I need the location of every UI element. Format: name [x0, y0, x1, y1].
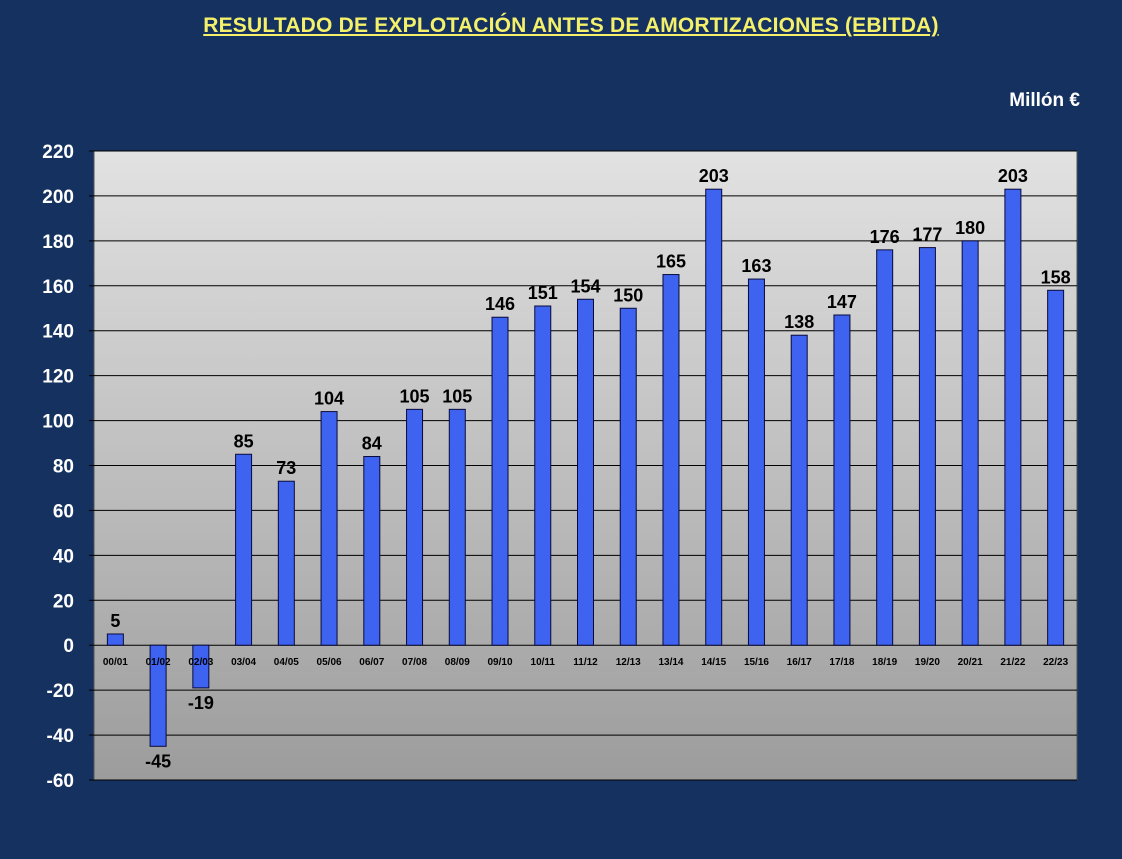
- x-tick-label: 20/21: [958, 657, 983, 668]
- y-tick-label: 140: [42, 322, 74, 343]
- x-tick-label: 06/07: [359, 657, 384, 668]
- data-label: 105: [400, 386, 430, 406]
- x-tick-label: 22/23: [1043, 657, 1068, 668]
- data-label: 138: [784, 312, 814, 332]
- x-tick-label: 11/12: [573, 657, 598, 668]
- x-tick-label: 12/13: [616, 657, 641, 668]
- bar: [577, 298, 594, 646]
- x-tick-label: 05/06: [317, 657, 342, 668]
- data-label: 84: [362, 434, 382, 454]
- bar: [1047, 289, 1065, 646]
- x-tick-label: 01/02: [146, 657, 171, 668]
- data-label: 176: [870, 227, 900, 247]
- data-label: 154: [570, 276, 600, 296]
- x-tick-label: 18/19: [872, 657, 897, 668]
- bar: [277, 480, 295, 646]
- data-label: -19: [188, 693, 214, 713]
- bar: [363, 456, 381, 646]
- x-tick-label: 19/20: [915, 657, 940, 668]
- x-tick-label: 15/16: [744, 657, 769, 668]
- data-labels: 5 -45 -19 85 73 104 84 105 105 146 151 154 150 165 203…: [110, 166, 1070, 771]
- data-label: 5: [110, 611, 120, 631]
- x-tick-label: 16/17: [787, 657, 812, 668]
- data-label: 85: [234, 431, 254, 451]
- bar: [747, 278, 765, 646]
- data-label: 146: [485, 294, 515, 314]
- y-tick-label: 20: [53, 591, 74, 612]
- bar: [406, 408, 424, 646]
- bar: [320, 411, 338, 646]
- y-tick-label: 40: [53, 546, 74, 567]
- data-label: 165: [656, 252, 686, 272]
- data-label: 147: [827, 292, 857, 312]
- bar: [235, 453, 253, 646]
- y-tick-label: -20: [47, 681, 74, 702]
- x-tick-label: 09/10: [488, 657, 513, 668]
- data-label: 203: [998, 166, 1028, 186]
- y-tick-label: 180: [42, 232, 74, 253]
- data-label: 177: [912, 225, 942, 245]
- x-axis-ticks: 00/01 01/02 02/03 03/04 04/05 05/06 06/07 07/08…: [103, 657, 1069, 668]
- data-label: 180: [955, 218, 985, 238]
- x-tick-label: 13/14: [658, 657, 683, 668]
- y-tick-label: -60: [47, 771, 74, 792]
- x-tick-label: 17/18: [829, 657, 854, 668]
- y-tick-label: 120: [42, 367, 74, 388]
- x-tick-label: 21/22: [1000, 657, 1025, 668]
- data-label: 104: [314, 389, 344, 409]
- bar: [491, 316, 509, 646]
- data-label: 163: [741, 256, 771, 276]
- x-tick-label: 08/09: [445, 657, 470, 668]
- data-label: 73: [276, 458, 296, 478]
- bar: [918, 247, 936, 646]
- unit-label: Millón €: [1009, 90, 1080, 111]
- bar: [1004, 188, 1022, 646]
- x-tick-label: 04/05: [274, 657, 299, 668]
- chart-title: RESULTADO DE EXPLOTACIÓN ANTES DE AMORTI…: [203, 14, 939, 37]
- y-tick-label: 60: [53, 501, 74, 522]
- x-tick-label: 10/11: [531, 657, 556, 668]
- y-tick-label: 80: [53, 457, 74, 478]
- data-label: -45: [145, 751, 171, 771]
- y-tick-label: 0: [63, 636, 74, 657]
- data-label: 105: [442, 386, 472, 406]
- data-label: 203: [699, 166, 729, 186]
- bar: [876, 249, 894, 646]
- bar: [448, 408, 466, 646]
- bar: [619, 307, 637, 646]
- bar: [705, 188, 723, 646]
- y-tick-label: -40: [47, 726, 74, 747]
- x-tick-label: 00/01: [103, 657, 128, 668]
- bar: [790, 334, 808, 646]
- bar: [662, 274, 680, 646]
- bar: [833, 314, 851, 646]
- y-tick-label: 220: [42, 142, 74, 163]
- bar: [534, 305, 552, 646]
- y-tick-label: 200: [42, 187, 74, 208]
- bar: [149, 644, 167, 747]
- bars: [106, 188, 1065, 747]
- x-tick-label: 07/08: [402, 657, 427, 668]
- y-tick-label: 100: [42, 412, 74, 433]
- x-tick-label: 14/15: [701, 657, 726, 668]
- x-tick-label: 03/04: [231, 657, 256, 668]
- x-tick-label: 02/03: [188, 657, 213, 668]
- data-label: 158: [1041, 267, 1071, 287]
- bar: [192, 644, 210, 689]
- data-label: 150: [613, 285, 643, 305]
- bar: [106, 633, 124, 646]
- bar: [961, 240, 979, 646]
- y-tick-label: 160: [42, 277, 74, 298]
- data-label: 151: [528, 283, 558, 303]
